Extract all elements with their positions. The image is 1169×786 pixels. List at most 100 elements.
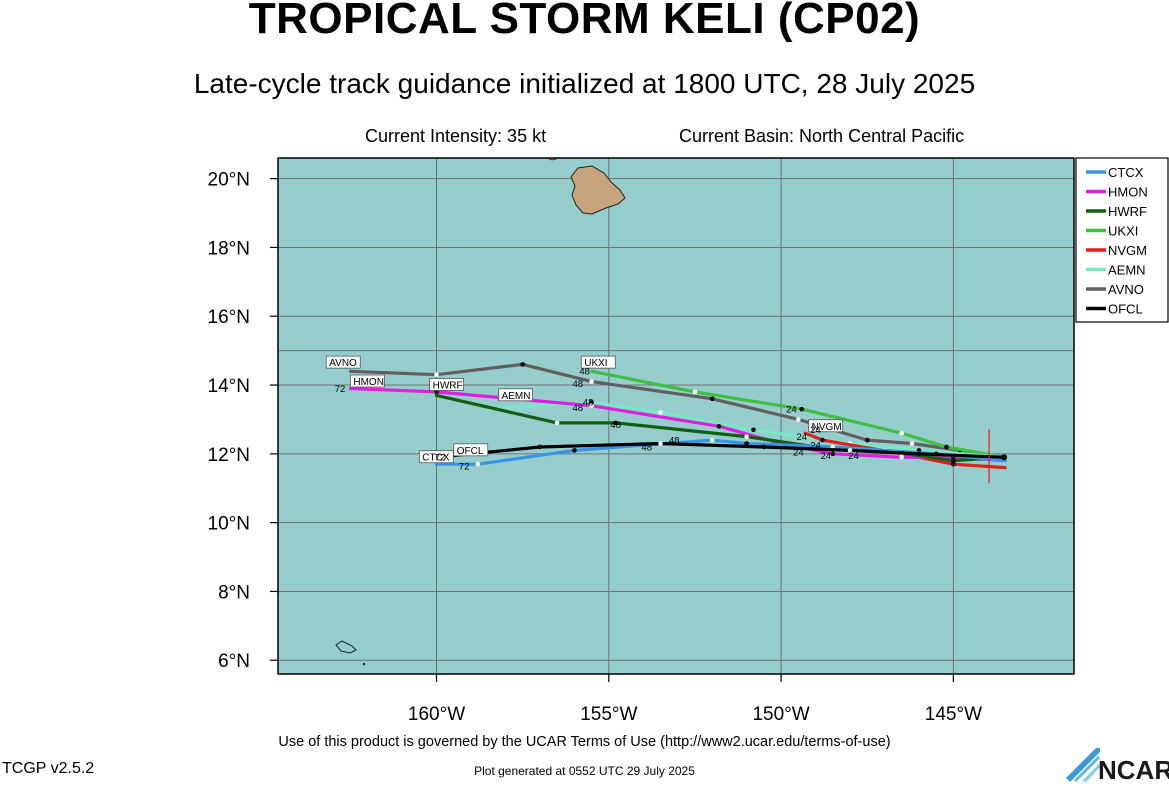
lat-tick-label: 8°N <box>218 582 250 603</box>
lat-tick-label: 6°N <box>218 651 250 672</box>
legend: CTCX HMON HWRF UKXI NVGM AEMN AVNO OFCL <box>1075 157 1169 323</box>
track-label-nvgm: NVGM <box>808 419 844 433</box>
track-label-ctcx: CTCX <box>418 450 454 464</box>
lat-tick-label: 10°N <box>208 514 250 535</box>
track-label-text: CTCX <box>422 453 450 464</box>
lon-tick-label: 160°W <box>408 704 465 725</box>
track-point-aemn <box>589 399 594 405</box>
track-point-ofcl <box>761 444 767 450</box>
forecast-hour-label: 48 <box>573 403 584 414</box>
track-label-box <box>498 388 533 402</box>
lat-tick-label: 18°N <box>208 238 250 259</box>
track-label-avno: AVNO <box>325 355 361 369</box>
track-label-box <box>453 443 489 457</box>
forecast-hour-label: 48 <box>669 436 680 447</box>
track-label-ofcl: OFCL <box>453 443 489 457</box>
track-label-box <box>325 355 361 369</box>
track-point-nvgm <box>820 437 825 443</box>
legend-label-avno: AVNO <box>1108 282 1144 297</box>
map-frame <box>277 157 1075 675</box>
lat-tick-label: 20°N <box>208 170 250 191</box>
ncar-logo-icon <box>1066 748 1100 782</box>
track-point-ofcl <box>658 441 663 446</box>
track-point-hwrf <box>613 420 618 426</box>
track-point-avno <box>864 437 870 443</box>
legend-label-hmon: HMON <box>1108 185 1148 200</box>
forecast-hour-label: 48 <box>641 442 652 453</box>
track-point-ctcx <box>709 437 715 443</box>
ncar-logo: NCAR <box>1062 744 1169 785</box>
lat-tick-label: 12°N <box>208 445 250 466</box>
lon-tick-label: 145°W <box>925 704 982 725</box>
track-point-ofcl <box>537 444 543 450</box>
track-label-hmon: HMON <box>349 374 385 388</box>
current-basin: Current Basin: North Central Pacific <box>679 126 965 146</box>
forecast-hour-label: 48 <box>579 367 590 378</box>
track-label-text: AEMN <box>502 391 531 402</box>
track-point-nvgm <box>951 461 956 467</box>
ncar-logo-text: NCAR <box>1098 755 1169 785</box>
track-label-text: UKXI <box>584 358 607 369</box>
track-label-ukxi: UKXI <box>580 355 616 369</box>
track-point-avno <box>520 362 525 367</box>
track-point-hmon <box>899 454 905 460</box>
version-label: TCGP v2.5.2 <box>2 760 95 777</box>
track-label-text: NVGM <box>812 422 842 433</box>
legend-box <box>1075 157 1169 323</box>
forecast-hour-label: 24 <box>786 405 797 416</box>
island-hawaii <box>570 165 626 215</box>
chart-title: TROPICAL STORM KELI (CP02) <box>248 0 921 43</box>
legend-label-nvgm: NVGM <box>1108 243 1147 258</box>
track-point-hmon <box>830 451 836 457</box>
track-point-avno <box>709 396 715 402</box>
track-label-hwrf: HWRF <box>429 378 465 391</box>
track-label-box <box>429 378 465 391</box>
track-label-box <box>808 419 844 433</box>
track-label-text: HWRF <box>433 380 463 391</box>
track-label-box <box>418 450 454 464</box>
generated-timestamp: Plot generated at 0552 UTC 29 July 2025 <box>474 764 695 778</box>
track-point-ctcx <box>744 441 749 446</box>
track-point-avno <box>909 441 915 446</box>
lat-tick-label: 16°N <box>208 307 250 328</box>
forecast-hour-label: 24 <box>796 432 807 443</box>
chart-subtitle: Late-cycle track guidance initialized at… <box>193 68 976 99</box>
forecast-hour-label: 24 <box>810 425 821 436</box>
track-label-box <box>580 355 616 369</box>
legend-label-ctcx: CTCX <box>1108 165 1144 180</box>
track-point-avno <box>434 372 439 378</box>
forecast-hour-label: 24 <box>848 451 859 462</box>
island-small-2 <box>362 662 366 666</box>
forecast-hour-label: 48 <box>583 398 594 409</box>
island-small-1 <box>335 640 357 654</box>
track-point-aemn <box>751 427 756 433</box>
track-point-ctcx <box>572 448 577 453</box>
legend-label-ukxi: UKXI <box>1108 224 1138 239</box>
legend-label-ofcl: OFCL <box>1108 302 1143 317</box>
forecast-hour-label: 48 <box>573 379 584 390</box>
forecast-hour-label: 24 <box>821 451 832 462</box>
forecast-hour-label: 24 <box>810 441 821 452</box>
forecast-hour-label: 72 <box>335 384 346 395</box>
current-intensity: Current Intensity: 35 kt <box>365 126 547 146</box>
track-point-hmon <box>589 403 594 408</box>
track-point-ukxi <box>944 444 949 450</box>
track-label-box <box>349 374 385 388</box>
track-point-ukxi <box>692 389 698 395</box>
lon-tick-label: 150°W <box>752 704 809 725</box>
forecast-hour-label: 24 <box>793 448 804 459</box>
track-line-hwrf <box>434 393 1007 463</box>
track-line-avno <box>348 362 1007 459</box>
track-label-text: HMON <box>353 377 384 388</box>
track-point-ofcl <box>847 448 853 453</box>
forecast-hour-label: 72 <box>435 453 446 464</box>
forecast-hour-label: 72 <box>459 461 470 472</box>
track-point-ukxi <box>899 430 905 436</box>
track-label-text: OFCL <box>457 446 484 457</box>
track-point-ctcx <box>475 461 481 467</box>
track-point-avno <box>796 417 801 422</box>
track-point-hwrf <box>744 434 749 439</box>
forecast-hour-label: 48 <box>610 420 621 431</box>
current-position-dot <box>1001 454 1008 461</box>
legend-label-aemn: AEMN <box>1108 263 1146 278</box>
